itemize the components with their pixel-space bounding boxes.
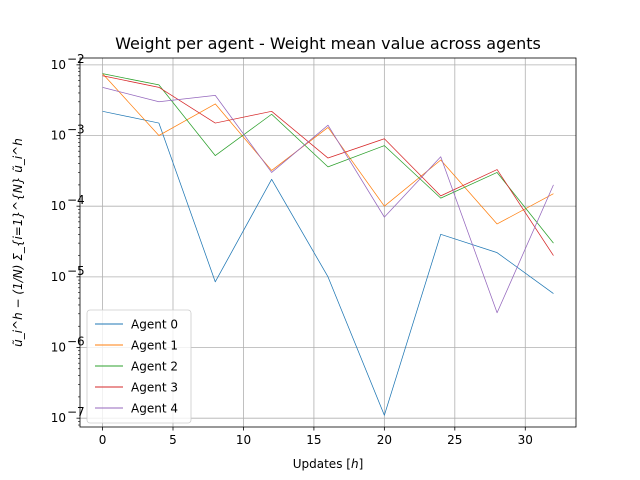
axes-frame [79, 57, 577, 428]
chart-title: Weight per agent - Weight mean value acr… [115, 34, 541, 53]
series-line-agent-4 [102, 87, 554, 314]
series-line-agent-2 [102, 73, 554, 244]
x-tick-label: 30 [518, 433, 533, 447]
y-tick-label: 10 [51, 199, 66, 213]
legend-label: Agent 1 [131, 339, 178, 353]
y-tick-exponent: −7 [67, 405, 85, 419]
legend: Agent 0 Agent 1 Agent 2 Agent 3 Agent 4 [86, 309, 192, 424]
y-axis-ticks: 10−710−610−510−410−310−2 [51, 52, 85, 426]
y-tick-exponent: −5 [67, 264, 85, 278]
y-tick-label: 10 [51, 411, 66, 425]
x-tick-label: 5 [169, 433, 177, 447]
y-tick-label: 10 [51, 270, 66, 284]
x-axis-label: Updates [h] [293, 457, 364, 471]
y-tick-exponent: −2 [67, 52, 85, 66]
legend-label: Agent 3 [131, 381, 178, 395]
y-tick-label: 10 [51, 341, 66, 355]
y-tick-exponent: −6 [67, 335, 85, 349]
series-line-agent-1 [102, 73, 554, 225]
legend-box [86, 309, 192, 424]
legend-label: Agent 2 [131, 360, 178, 374]
series-line-agent-0 [102, 110, 554, 416]
series-line-agent-3 [102, 75, 554, 256]
y-axis-label: ũ_i^h − (1/N) Σ_{i=1}^{N} ũ_i^h [11, 138, 25, 347]
y-tick-exponent: −4 [67, 193, 85, 207]
y-tick-label: 10 [51, 129, 66, 143]
legend-label: Agent 4 [131, 402, 178, 416]
y-tick-exponent: −3 [67, 123, 85, 137]
legend-label: Agent 0 [131, 318, 178, 332]
x-tick-label: 20 [377, 433, 392, 447]
series-lines [102, 73, 554, 416]
x-tick-label: 25 [447, 433, 462, 447]
x-tick-label: 0 [99, 433, 107, 447]
x-tick-label: 15 [306, 433, 321, 447]
x-axis-ticks: 0 5 10 15 20 25 30 [99, 427, 533, 447]
x-tick-label: 10 [236, 433, 251, 447]
y-tick-label: 10 [51, 58, 66, 72]
